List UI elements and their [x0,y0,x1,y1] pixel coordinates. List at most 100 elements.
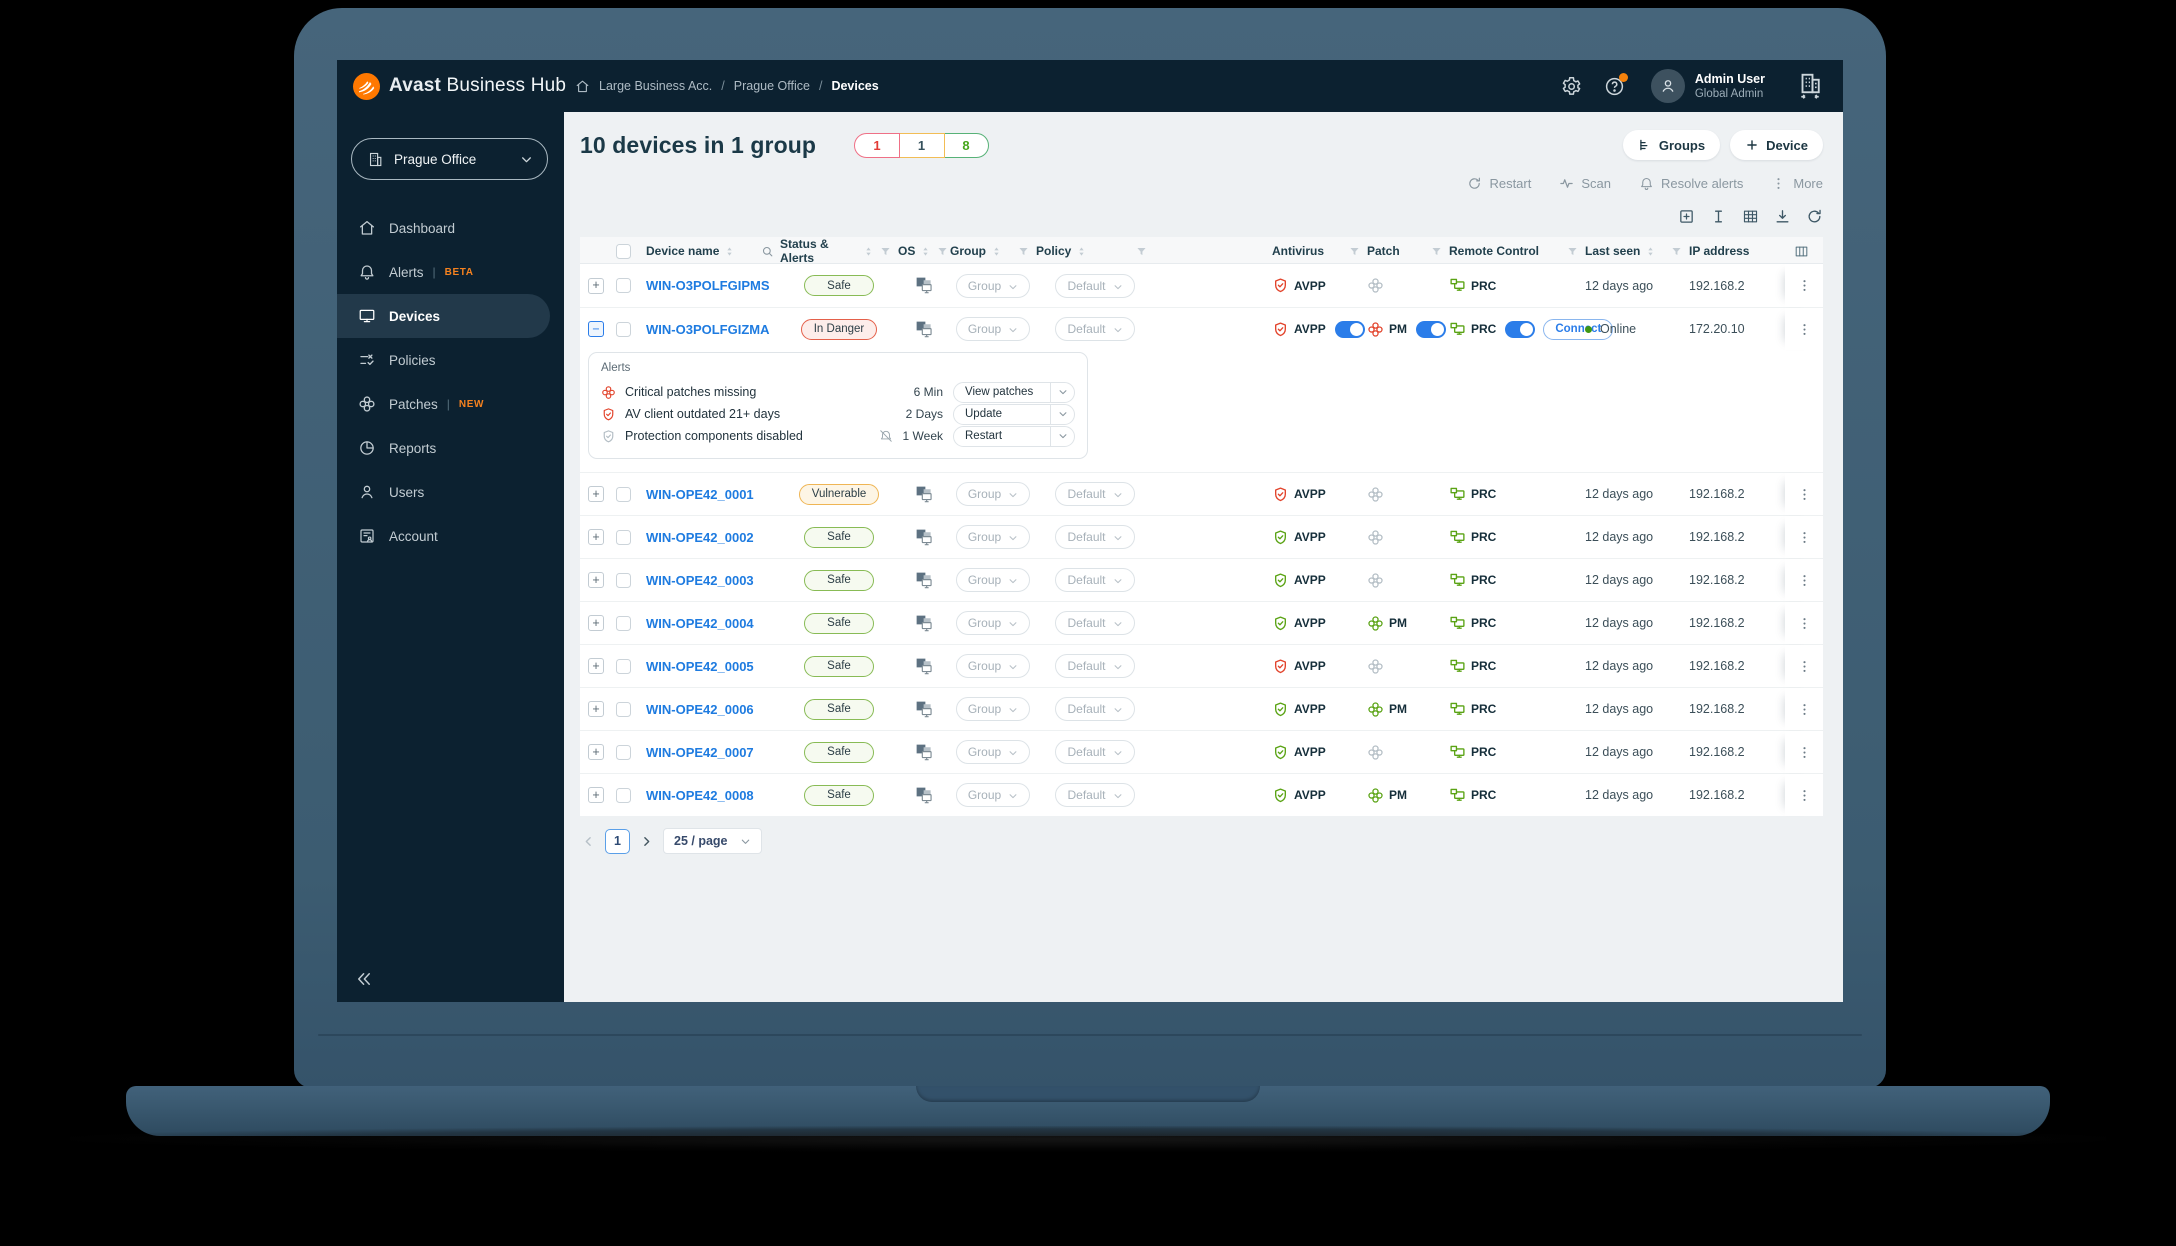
policy-dropdown[interactable]: Default [1055,317,1135,341]
filter-icon[interactable] [1135,245,1148,258]
chevron-down-icon[interactable] [1050,382,1074,402]
sidebar-item-reports[interactable]: Reports [337,426,564,470]
group-dropdown[interactable]: Group [955,568,1031,592]
breadcrumb-item[interactable]: Devices [831,79,879,93]
page-prev-icon[interactable] [582,835,595,848]
policy-dropdown[interactable]: Default [1055,611,1135,635]
group-dropdown[interactable]: Group [955,611,1031,635]
row-expander[interactable]: + [588,744,604,760]
user-menu[interactable]: Admin User Global Admin [1650,69,1765,103]
row-expander[interactable]: + [588,701,604,717]
table-density-icon[interactable] [1742,208,1759,225]
row-checkbox[interactable] [616,572,631,588]
row-expander[interactable]: + [588,572,604,588]
row-checkbox[interactable] [616,486,631,502]
device-name-link[interactable]: WIN-OPE42_0004 [646,615,754,631]
text-width-icon[interactable] [1710,208,1727,225]
patch-toggle[interactable] [1416,320,1446,338]
sort-icon[interactable] [1644,245,1657,258]
row-checkbox[interactable] [616,787,631,803]
row-menu-icon[interactable] [1797,702,1812,717]
breadcrumb-item[interactable]: Prague Office [733,79,810,93]
device-name-link[interactable]: WIN-OPE42_0002 [646,529,754,545]
groups-button[interactable]: Groups [1622,130,1721,160]
policy-dropdown[interactable]: Default [1055,654,1135,678]
policy-dropdown[interactable]: Default [1055,783,1135,807]
sort-icon[interactable] [1075,245,1088,258]
page-size-select[interactable]: 25 / page [663,828,762,854]
sidebar-item-users[interactable]: Users [337,470,564,514]
filter-icon[interactable] [1430,245,1443,258]
policy-dropdown[interactable]: Default [1055,740,1135,764]
row-menu-icon[interactable] [1797,487,1812,502]
row-checkbox[interactable] [616,701,631,717]
alert-action-button[interactable]: View patches [953,381,1075,403]
alert-action-button[interactable]: Update [953,403,1075,425]
row-checkbox[interactable] [616,278,631,293]
group-dropdown[interactable]: Group [955,697,1031,721]
sort-icon[interactable] [919,245,932,258]
org-switcher-icon[interactable] [1795,71,1825,101]
filter-icon[interactable] [1017,245,1030,258]
device-name-link[interactable]: WIN-OPE42_0006 [646,701,754,717]
action-more[interactable]: More [1771,176,1823,191]
row-menu-icon[interactable] [1797,530,1812,545]
search-icon[interactable] [761,245,774,258]
row-expander[interactable]: + [588,486,604,502]
settings-gear-icon[interactable] [1561,76,1582,97]
row-expander[interactable]: + [588,658,604,674]
add-row-icon[interactable] [1678,208,1695,225]
group-dropdown[interactable]: Group [955,525,1031,549]
filter-icon[interactable] [1670,245,1683,258]
device-count-red[interactable]: 1 [854,132,901,158]
antivirus-toggle[interactable] [1334,320,1365,338]
chevron-down-icon[interactable] [1050,404,1074,424]
sort-icon[interactable] [990,245,1003,258]
page-next-icon[interactable] [640,835,653,848]
chevron-down-icon[interactable] [1050,426,1074,446]
page-number[interactable]: 1 [605,828,630,854]
group-dropdown[interactable]: Group [955,783,1031,807]
row-checkbox[interactable] [616,321,631,337]
device-name-link[interactable]: WIN-OPE42_0008 [646,787,754,803]
sidebar-item-policies[interactable]: Policies [337,338,564,382]
row-menu-icon[interactable] [1797,745,1812,760]
device-name-link[interactable]: WIN-O3POLFGIPMS [646,278,770,293]
alert-action-button[interactable]: Restart [953,425,1075,447]
row-menu-icon[interactable] [1797,659,1812,674]
row-checkbox[interactable] [616,615,631,631]
row-expander[interactable]: + [588,615,604,631]
sort-icon[interactable] [723,245,736,258]
row-expander[interactable]: + [588,277,604,294]
group-dropdown[interactable]: Group [955,654,1031,678]
group-dropdown[interactable]: Group [955,482,1031,506]
action-scan[interactable]: Scan [1559,176,1611,191]
column-settings-icon[interactable] [1794,244,1809,259]
action-restart[interactable]: Restart [1467,176,1531,191]
row-expander[interactable]: + [588,787,604,803]
add-device-button[interactable]: Device [1730,130,1823,160]
filter-icon[interactable] [936,245,949,258]
sidebar-item-devices[interactable]: Devices [337,294,550,338]
policy-dropdown[interactable]: Default [1055,697,1135,721]
export-download-icon[interactable] [1774,208,1791,225]
row-menu-icon[interactable] [1797,322,1812,337]
help-icon[interactable] [1604,72,1628,97]
breadcrumb-item[interactable]: Large Business Acc. [599,79,713,93]
device-name-link[interactable]: WIN-OPE42_0003 [646,572,754,588]
sidebar-item-patches[interactable]: Patches | NEW [337,382,564,426]
home-icon[interactable] [575,79,590,94]
sidebar-collapse-icon[interactable] [355,970,373,988]
row-checkbox[interactable] [616,529,631,545]
device-name-link[interactable]: WIN-O3POLFGIZMA [646,321,770,337]
select-all-checkbox[interactable] [616,243,631,259]
org-selector[interactable]: Prague Office [351,138,548,180]
policy-dropdown[interactable]: Default [1055,273,1135,298]
device-name-link[interactable]: WIN-OPE42_0001 [646,486,754,502]
group-dropdown[interactable]: Group [955,317,1031,341]
policy-dropdown[interactable]: Default [1055,568,1135,592]
device-count-green[interactable]: 8 [943,132,990,158]
row-checkbox[interactable] [616,744,631,760]
sidebar-item-account[interactable]: Account [337,514,564,558]
group-dropdown[interactable]: Group [955,740,1031,764]
